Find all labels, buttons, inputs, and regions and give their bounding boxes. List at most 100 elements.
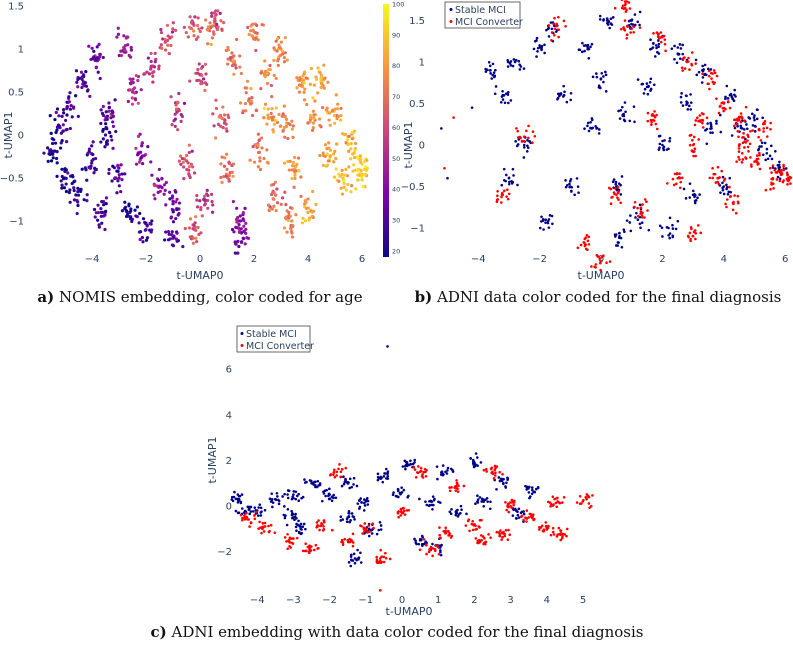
- scatter-point: [290, 127, 294, 131]
- scatter-point: [224, 174, 228, 178]
- scatter-point-stable: [745, 127, 749, 131]
- scatter-point-converter: [508, 533, 512, 537]
- scatter-point-stable: [657, 39, 660, 42]
- scatter-point: [179, 162, 183, 166]
- scatter-point: [111, 146, 115, 150]
- scatter-point: [95, 45, 99, 49]
- scatter-point: [96, 218, 100, 222]
- scatter-point-stable: [259, 514, 263, 517]
- scatter-point: [271, 189, 275, 193]
- scatter-point-converter: [550, 39, 553, 42]
- scatter-point-converter: [611, 195, 614, 199]
- scatter-point: [272, 204, 276, 208]
- scatter-point-converter: [304, 542, 307, 546]
- scatter-point-stable: [532, 490, 535, 494]
- scatter-point: [60, 186, 64, 190]
- scatter-point-stable: [522, 143, 526, 147]
- scatter-point-stable: [295, 522, 298, 526]
- scatter-point-converter: [619, 201, 622, 205]
- scatter-point: [104, 126, 108, 131]
- scatter-point: [188, 175, 192, 180]
- scatter-point-converter: [614, 187, 617, 190]
- scatter-point-stable: [614, 182, 618, 186]
- scatter-point-converter: [746, 133, 749, 137]
- scatter-point: [260, 23, 264, 27]
- scatter-point-stable: [705, 142, 709, 146]
- scatter-point-converter: [332, 473, 335, 476]
- scatter-point-stable: [536, 485, 540, 489]
- scatter-point-converter: [675, 172, 679, 176]
- scatter-point: [250, 34, 254, 38]
- scatter-point-converter: [405, 509, 409, 512]
- scatter-point: [236, 251, 240, 255]
- scatter-point-converter: [733, 124, 736, 128]
- scatter-point-stable: [421, 536, 425, 539]
- x-tick-label: 0: [598, 254, 604, 265]
- scatter-point: [141, 161, 145, 166]
- scatter-point-stable: [736, 124, 739, 128]
- scatter-point-converter: [692, 154, 695, 158]
- scatter-point: [129, 209, 133, 213]
- scatter-point: [199, 82, 203, 86]
- scatter-point: [332, 114, 337, 118]
- scatter-point-stable: [448, 510, 452, 514]
- scatter-point: [67, 100, 71, 104]
- scatter-point-stable: [709, 68, 713, 71]
- scatter-point: [188, 15, 192, 19]
- scatter-point: [262, 106, 266, 111]
- scatter-point-stable: [363, 504, 367, 507]
- scatter-point: [304, 76, 308, 80]
- scatter-point-converter: [690, 62, 693, 66]
- scatter-point-stable: [538, 44, 541, 47]
- scatter-point-stable: [661, 235, 664, 238]
- scatter-point-stable: [643, 87, 647, 91]
- scatter-point-stable: [636, 20, 640, 24]
- scatter-point-converter: [709, 71, 713, 75]
- plot-c-ylabel: t-UMAP1: [206, 437, 219, 484]
- scatter-point-stable: [506, 90, 510, 94]
- scatter-point-converter: [551, 495, 555, 499]
- scatter-point: [175, 197, 179, 201]
- scatter-point: [283, 51, 287, 55]
- scatter-point-converter: [471, 519, 475, 523]
- scatter-point-stable: [668, 236, 671, 240]
- scatter-point-converter: [553, 33, 556, 37]
- scatter-point-converter: [605, 261, 608, 265]
- scatter-point-stable: [386, 474, 390, 478]
- scatter-point-stable: [655, 46, 658, 50]
- scatter-point: [353, 141, 358, 146]
- scatter-point-stable: [505, 481, 508, 485]
- scatter-point-stable: [604, 70, 607, 74]
- scatter-point-stable: [550, 27, 554, 31]
- scatter-point-stable: [673, 44, 676, 48]
- scatter-point: [235, 206, 239, 210]
- scatter-point-converter: [759, 139, 763, 142]
- scatter-point-converter: [443, 166, 446, 170]
- scatter-point-converter: [578, 494, 582, 498]
- scatter-point-converter: [744, 105, 748, 109]
- scatter-point: [171, 244, 176, 248]
- scatter-point: [274, 106, 278, 110]
- scatter-point-converter: [630, 27, 633, 31]
- scatter-point-stable: [475, 456, 479, 459]
- scatter-point-converter: [673, 172, 677, 176]
- scatter-point: [159, 43, 163, 47]
- scatter-point-converter: [650, 120, 653, 124]
- scatter-point-converter: [740, 152, 744, 155]
- scatter-point-stable: [665, 225, 669, 229]
- scatter-point: [205, 192, 209, 196]
- scatter-point-converter: [717, 182, 721, 186]
- scatter-point: [175, 231, 179, 235]
- scatter-point-converter: [769, 188, 772, 191]
- scatter-point: [308, 118, 313, 122]
- scatter-point: [169, 95, 173, 99]
- scatter-point-stable: [721, 175, 725, 179]
- scatter-point-stable: [704, 73, 708, 77]
- scatter-point-converter: [402, 509, 406, 513]
- scatter-point-converter: [343, 537, 346, 541]
- scatter-point: [125, 209, 129, 214]
- scatter-point: [99, 108, 103, 112]
- scatter-point-converter: [495, 530, 499, 534]
- scatter-point-converter: [596, 255, 599, 258]
- scatter-point-converter: [339, 470, 343, 474]
